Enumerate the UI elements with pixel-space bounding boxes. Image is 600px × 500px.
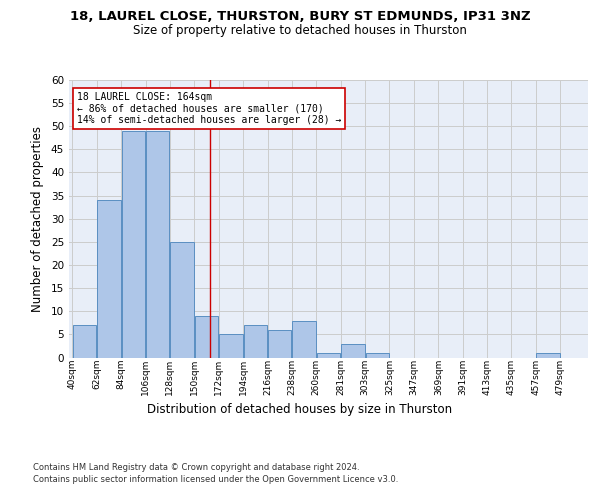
Bar — [365, 353, 389, 358]
Bar — [536, 353, 560, 358]
Bar — [268, 330, 292, 357]
Bar — [244, 325, 267, 358]
Text: Distribution of detached houses by size in Thurston: Distribution of detached houses by size … — [148, 402, 452, 415]
Bar — [219, 334, 242, 357]
Bar — [170, 242, 194, 358]
Bar — [73, 325, 96, 358]
Bar — [97, 200, 121, 358]
Bar — [341, 344, 365, 357]
Bar — [146, 131, 169, 358]
Bar — [195, 316, 218, 358]
Bar — [292, 320, 316, 358]
Text: Size of property relative to detached houses in Thurston: Size of property relative to detached ho… — [133, 24, 467, 37]
Text: Contains HM Land Registry data © Crown copyright and database right 2024.: Contains HM Land Registry data © Crown c… — [33, 462, 359, 471]
Bar — [317, 353, 340, 358]
Text: Contains public sector information licensed under the Open Government Licence v3: Contains public sector information licen… — [33, 475, 398, 484]
Text: 18, LAUREL CLOSE, THURSTON, BURY ST EDMUNDS, IP31 3NZ: 18, LAUREL CLOSE, THURSTON, BURY ST EDMU… — [70, 10, 530, 23]
Y-axis label: Number of detached properties: Number of detached properties — [31, 126, 44, 312]
Text: 18 LAUREL CLOSE: 164sqm
← 86% of detached houses are smaller (170)
14% of semi-d: 18 LAUREL CLOSE: 164sqm ← 86% of detache… — [77, 92, 341, 125]
Bar — [122, 131, 145, 358]
